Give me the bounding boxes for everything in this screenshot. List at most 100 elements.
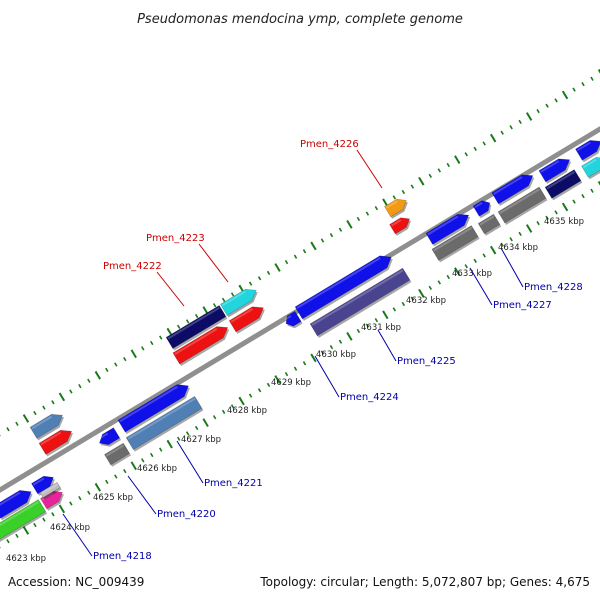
scale-label: 4634 kbp <box>498 243 538 253</box>
tick-mark-outer <box>454 155 461 165</box>
gene-pmen-4220-start[interactable] <box>97 427 122 447</box>
gene-left-upper[interactable] <box>29 413 65 441</box>
scale-label: 4625 kbp <box>93 493 133 503</box>
tick-mark-inner <box>346 331 353 341</box>
gene-highlight <box>493 176 523 195</box>
gene-pmen-4228-upper[interactable] <box>472 200 492 219</box>
tick-mark-outer <box>123 357 127 362</box>
leader-pmen-4218 <box>62 513 93 557</box>
gene-body <box>228 306 264 333</box>
scale-label: 4623 kbp <box>6 554 46 564</box>
leader-pmen-4222 <box>156 271 185 307</box>
gene-pmen-4221[interactable] <box>125 395 204 452</box>
gene-highlight <box>390 219 402 227</box>
tick-mark-inner <box>590 188 594 193</box>
leader-pmen-4223 <box>198 243 229 283</box>
gene-pmen-4230-cds[interactable] <box>544 169 583 201</box>
gene-pmen-4221-upper[interactable] <box>117 384 190 435</box>
gene-label-pmen-4218[interactable]: Pmen_4218 <box>93 551 152 562</box>
tick-mark-outer <box>6 427 10 432</box>
tick-mark-inner <box>58 504 66 514</box>
tick-mark-inner <box>320 350 325 355</box>
gene-label-pmen-4223[interactable]: Pmen_4223 <box>146 233 205 244</box>
label-leader-lines <box>62 149 524 557</box>
tick-mark-inner <box>509 237 513 242</box>
tick-mark-outer <box>446 162 450 168</box>
tick-mark-inner <box>78 495 82 501</box>
tick-mark-inner <box>194 425 199 431</box>
gene-highlight <box>385 200 398 209</box>
gene-highlight <box>474 201 483 209</box>
tick-mark-outer <box>78 383 82 389</box>
gene-pmen-4228[interactable] <box>477 213 502 236</box>
gene-pmen-4227-upper[interactable] <box>425 213 471 247</box>
gene-left-upper-cds[interactable] <box>38 429 74 457</box>
tick-mark-inner <box>105 479 109 485</box>
tick-mark-inner <box>545 215 549 220</box>
gene-pmen-4231-cds[interactable] <box>581 157 600 180</box>
gene-label-pmen-4228[interactable]: Pmen_4228 <box>524 282 583 293</box>
gene-pmen-4225[interactable] <box>309 267 412 338</box>
tick-mark-inner <box>33 522 37 528</box>
gene-highlight <box>40 431 62 446</box>
gene-label-pmen-4221[interactable]: Pmen_4221 <box>204 478 263 489</box>
gene-highlight <box>167 306 220 340</box>
tick-mark-outer <box>221 297 226 302</box>
gene-label-pmen-4220[interactable]: Pmen_4220 <box>157 509 216 520</box>
gene-pmen-4218[interactable] <box>0 499 48 543</box>
gene-pmen-4219[interactable] <box>40 490 64 511</box>
gene-body <box>497 186 547 224</box>
tick-mark-outer <box>185 319 190 324</box>
tick-mark-outer <box>581 82 585 87</box>
scale-label: 4633 kbp <box>452 269 492 279</box>
tick-mark-outer <box>310 241 317 251</box>
gene-body <box>294 255 392 320</box>
scale-label: 4630 kbp <box>316 350 356 360</box>
gene-pmen-4219-upper[interactable] <box>31 475 55 496</box>
scale-label: 4632 kbp <box>406 296 446 306</box>
gene-pmen-4223[interactable] <box>219 288 258 318</box>
gene-pmen-4230[interactable] <box>538 158 572 184</box>
tick-mark-outer <box>329 233 334 238</box>
gene-label-pmen-4225[interactable]: Pmen_4225 <box>397 356 456 367</box>
tick-mark-outer <box>293 254 298 259</box>
gene-body <box>31 475 54 495</box>
tick-mark-outer <box>482 141 486 146</box>
gene-pmen-4224[interactable] <box>294 255 393 321</box>
tick-mark-outer <box>320 238 325 243</box>
tick-mark-outer <box>428 173 433 178</box>
gene-pmen-4227[interactable] <box>431 225 480 263</box>
tick-mark-outer <box>114 362 118 367</box>
scale-labels: 4623 kbp 4624 kbp 4625 kbp 4626 kbp 4627… <box>6 217 584 564</box>
gene-pmen-4223-cds[interactable] <box>228 306 265 334</box>
tick-mark-inner <box>518 231 522 237</box>
gene-pmen-4222[interactable] <box>165 305 228 351</box>
gene-pmen-4222-cds[interactable] <box>172 326 230 367</box>
gene-pmen-4218-upper[interactable] <box>0 490 33 521</box>
gene-pmen-4226[interactable] <box>384 198 408 219</box>
tick-mark-outer <box>590 76 594 81</box>
gene-pmen-4220[interactable] <box>104 442 132 467</box>
gene-pmen-4229[interactable] <box>497 186 548 225</box>
gene-pmen-4224-start[interactable] <box>284 310 303 329</box>
gene-label-pmen-4222[interactable]: Pmen_4222 <box>103 261 162 272</box>
tick-mark-outer <box>401 189 406 195</box>
gene-highlight <box>582 158 597 169</box>
tick-mark-outer <box>105 367 109 373</box>
gene-highlight <box>499 188 540 214</box>
gene-pmen-4226-cds[interactable] <box>389 217 412 236</box>
gene-pmen-4219-marker[interactable] <box>39 481 62 500</box>
gene-label-pmen-4224[interactable]: Pmen_4224 <box>340 392 399 403</box>
gene-body <box>431 225 479 261</box>
tick-mark-outer <box>473 146 477 151</box>
tick-mark-outer <box>338 227 343 232</box>
gene-pmen-4229-upper[interactable] <box>491 174 535 206</box>
tick-mark-outer <box>274 263 281 272</box>
tick-mark-inner <box>185 431 190 436</box>
gene-label-pmen-4226[interactable]: Pmen_4226 <box>300 139 359 150</box>
tick-mark-outer <box>194 313 199 319</box>
gene-highlight <box>41 483 58 495</box>
gene-label-pmen-4227[interactable]: Pmen_4227 <box>493 300 552 311</box>
leader-pmen-4224 <box>314 355 340 398</box>
gene-pmen-4231[interactable] <box>575 140 600 163</box>
